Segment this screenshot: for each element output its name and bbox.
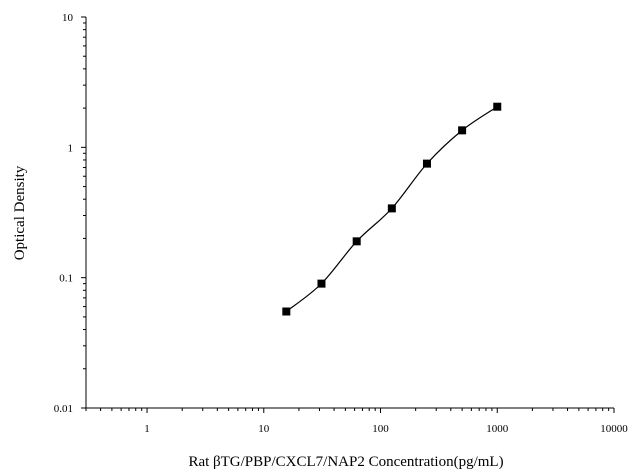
x-tick-label: 10000	[600, 423, 628, 435]
y-tick-label: 1	[68, 142, 74, 154]
data-point-marker	[458, 126, 467, 135]
x-axis-title: Rat βTG/PBP/CXCL7/NAP2 Concentration(pg/…	[188, 454, 503, 470]
x-tick-label: 10	[258, 423, 270, 435]
data-point-marker	[352, 237, 361, 246]
y-tick-label: 10	[62, 12, 74, 24]
data-points	[282, 102, 502, 316]
x-tick-label: 1000	[486, 423, 509, 435]
data-point-marker	[282, 307, 291, 316]
data-point-marker	[387, 204, 396, 213]
y-tick-label: 0.01	[54, 403, 73, 415]
y-tick-label: 0.1	[59, 273, 73, 285]
data-point-marker	[493, 102, 502, 111]
ticks: 1 10 100 1000 10000 0.01 0.1 1 10	[54, 12, 629, 435]
x-tick-label: 100	[372, 423, 389, 435]
x-tick-label: 1	[144, 423, 150, 435]
axes	[85, 17, 614, 409]
y-axis-title: Optical Density	[12, 165, 28, 260]
data-point-marker	[317, 279, 326, 288]
data-point-marker	[422, 159, 431, 168]
